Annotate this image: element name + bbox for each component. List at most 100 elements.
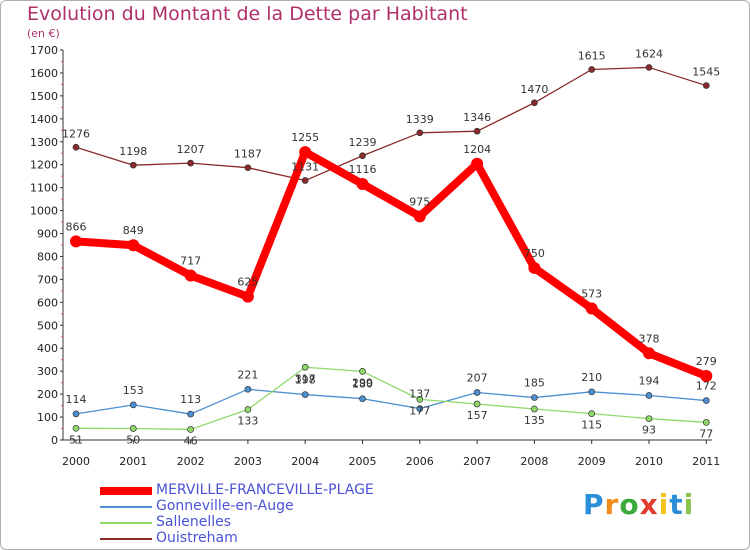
series-sallenelles-point <box>187 426 194 433</box>
series-gonneville-en-auge-point <box>301 391 309 398</box>
series-oustreham-point <box>588 66 596 73</box>
series-sallenelles-point <box>244 406 252 413</box>
series-sallenelles-point <box>129 425 137 432</box>
x-tick-label: 2008 <box>520 455 548 468</box>
logo-letter: i <box>683 488 695 521</box>
series-merville-franceville-plage-point <box>70 235 82 248</box>
series-oustreham-point <box>702 82 710 89</box>
y-tick-label: 1200 <box>30 159 58 172</box>
chart-series <box>70 64 713 433</box>
x-tick-label: 2007 <box>463 455 491 468</box>
series-sallenelles-point <box>588 410 596 417</box>
series-sallenelles-data-label: 115 <box>581 419 602 432</box>
series-merville-franceville-plage-data-label: 279 <box>696 355 717 368</box>
y-tick-label: 1400 <box>30 113 58 126</box>
series-sallenelles-point <box>416 396 424 403</box>
series-gonneville-en-auge-point <box>531 394 538 401</box>
series-merville-franceville-plage-point <box>528 261 541 274</box>
series-oustreham-line <box>75 66 707 182</box>
series-oustreham-data-label: 1470 <box>520 83 548 96</box>
logo-letter: x <box>639 488 659 521</box>
y-tick-label: 1000 <box>30 205 58 218</box>
series-sallenelles-point <box>301 363 309 371</box>
series-oustreham-data-label: 1207 <box>177 143 205 156</box>
series-sallenelles-data-label: 46 <box>184 434 198 447</box>
legend-swatch <box>100 522 152 524</box>
series-sallenelles-data-label: 50 <box>126 434 140 447</box>
y-tick-label: 100 <box>37 411 58 424</box>
series-gonneville-en-auge-point <box>129 401 137 409</box>
series-gonneville-en-auge-data-label: 114 <box>66 393 87 406</box>
logo-letter: i <box>658 488 670 521</box>
series-oustreham-data-label: 1198 <box>119 145 147 158</box>
series-gonneville-en-auge-line <box>75 388 707 415</box>
series-merville-franceville-plage-data-label: 717 <box>180 255 201 268</box>
series-oustreham-data-label: 1624 <box>635 47 663 60</box>
series-merville-franceville-plage-data-label: 1116 <box>349 163 377 176</box>
y-tick-label: 600 <box>37 296 58 309</box>
series-sallenelles-data-label: 317 <box>295 372 316 385</box>
series-gonneville-en-auge-data-label: 172 <box>696 380 717 393</box>
series-gonneville-en-auge-point <box>187 410 194 418</box>
y-tick-label: 300 <box>37 365 58 378</box>
series-gonneville-en-auge-data-label: 180 <box>352 378 373 391</box>
series-gonneville-en-auge-data-label: 210 <box>581 371 602 384</box>
chart-subtitle: (en €) <box>27 27 60 40</box>
series-gonneville-en-auge-data-label: 207 <box>467 372 488 385</box>
series-gonneville-en-auge-point <box>473 389 481 396</box>
series-gonneville-en-auge-data-label: 137 <box>409 388 430 401</box>
series-oustreham-point <box>72 143 80 151</box>
series-sallenelles-point <box>645 415 653 423</box>
y-tick-label: 1300 <box>30 136 58 149</box>
series-sallenelles-data-label: 157 <box>467 409 488 422</box>
y-tick-label: 700 <box>37 273 58 286</box>
series-gonneville-en-auge-point <box>416 405 424 412</box>
series-sallenelles-point <box>702 418 710 426</box>
series-oustreham-point <box>301 177 309 184</box>
series-merville-franceville-plage-data-label: 750 <box>524 247 545 260</box>
series-sallenelles-data-label: 135 <box>524 414 545 427</box>
series-oustreham-point <box>645 64 653 71</box>
series-sallenelles-point <box>72 424 80 432</box>
chart-axes: 0 100 200 300 400 500 600 700 800 900 1000 1100 1200… <box>30 44 720 468</box>
series-oustreham-point <box>244 164 252 172</box>
x-tick-label: 2002 <box>177 455 205 468</box>
chart-data-labels: 1276 1198 1207 1187 1131 1239 1339 1346 1470 1615… <box>62 47 720 447</box>
series-sallenelles-data-label: 133 <box>237 414 258 427</box>
x-tick-label: 2009 <box>578 455 606 468</box>
logo-letter: o <box>619 488 640 521</box>
series-oustreham-data-label: 1615 <box>578 50 606 63</box>
series-merville-franceville-plage-data-label: 573 <box>581 288 602 301</box>
y-tick-label: 1600 <box>30 67 58 80</box>
series-merville-franceville-plage-data-label: 378 <box>639 332 660 345</box>
y-tick-label: 400 <box>37 342 58 355</box>
series-sallenelles-point <box>473 400 481 408</box>
series-sallenelles-data-label: 299 <box>352 376 373 389</box>
series-merville-franceville-plage-data-label: 1204 <box>463 143 491 156</box>
series-merville-franceville-plage-point <box>127 239 140 252</box>
series-gonneville-en-auge-data-label: 198 <box>295 374 316 387</box>
series-merville-franceville-plage-point <box>299 146 312 159</box>
y-tick-label: 0 <box>51 434 58 447</box>
series-gonneville-en-auge-point <box>645 392 653 399</box>
legend-label: Gonneville-en-Auge <box>156 498 294 514</box>
series-merville-franceville-plage-point <box>471 157 484 170</box>
series-gonneville-en-auge-data-label: 221 <box>237 368 258 381</box>
series-merville-franceville-plage-point <box>585 302 598 315</box>
series-sallenelles-data-label: 51 <box>69 433 83 446</box>
y-tick-label: 800 <box>37 250 58 263</box>
series-oustreham-point <box>473 127 481 135</box>
y-tick-label: 1700 <box>30 44 58 57</box>
legend-swatch <box>100 487 152 495</box>
x-tick-label: 2005 <box>349 455 377 468</box>
series-oustreham-data-label: 1131 <box>291 161 319 174</box>
series-oustreham-point <box>187 159 194 167</box>
series-sallenelles-point <box>531 405 538 413</box>
series-merville-franceville-plage-point <box>184 269 197 282</box>
x-tick-label: 2006 <box>406 455 434 468</box>
series-gonneville-en-auge-point <box>702 397 710 404</box>
series-oustreham-data-label: 1239 <box>349 136 377 149</box>
series-sallenelles-data-label: 177 <box>409 404 430 417</box>
x-tick-label: 2004 <box>291 455 319 468</box>
